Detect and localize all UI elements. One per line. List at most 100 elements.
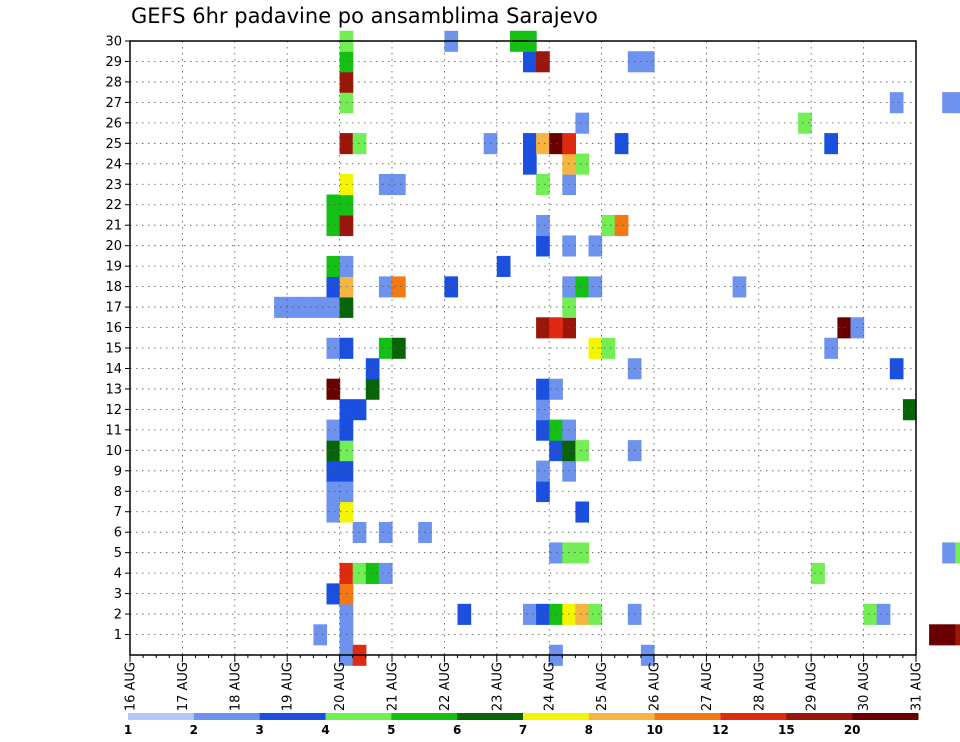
heatmap-cell — [313, 296, 328, 318]
y-tick-label: 13 — [105, 382, 122, 397]
heatmap-cell — [392, 174, 406, 196]
y-tick-label: 24 — [105, 157, 122, 172]
heatmap-cell — [575, 112, 590, 134]
heatmap-cell — [326, 337, 341, 359]
heatmap-cell — [378, 521, 393, 544]
heatmap-cell — [889, 92, 904, 114]
heatmap-cell — [457, 603, 472, 625]
heatmap-cell — [536, 419, 550, 441]
colorbar-swatch — [193, 713, 261, 720]
chart-title: GEFS 6hr padavine po ansamblima Sarajevo — [131, 4, 598, 28]
heatmap-cell — [536, 235, 550, 257]
x-tick-label: 26 AUG — [648, 662, 663, 711]
y-tick-label: 28 — [105, 75, 122, 90]
heatmap-cell — [902, 399, 917, 421]
x-tick-label: 18 AUG — [228, 662, 243, 711]
heatmap-cell — [588, 337, 603, 359]
colorbar-label: 12 — [712, 723, 729, 737]
heatmap-cell — [955, 542, 960, 564]
colorbar-swatch — [325, 713, 392, 720]
colorbar-label: 6 — [453, 723, 461, 737]
heatmap-cell — [536, 481, 550, 503]
colorbar-swatch — [654, 713, 721, 720]
heatmap-cell — [352, 133, 367, 155]
y-tick-label: 27 — [105, 96, 122, 111]
y-tick-label: 14 — [105, 362, 122, 377]
heatmap-cell — [352, 562, 367, 584]
y-tick-label: 30 — [105, 35, 122, 50]
heatmap-cell — [523, 133, 537, 155]
heatmap-cell — [536, 174, 550, 196]
heatmap-cell — [536, 399, 550, 421]
y-tick-label: 15 — [105, 342, 122, 357]
heatmap-cell — [326, 583, 341, 605]
x-tick-label: 25 AUG — [595, 662, 610, 711]
heatmap-cell — [326, 214, 341, 237]
heatmap-cell — [614, 133, 629, 155]
y-tick-label: 19 — [105, 260, 122, 275]
heatmap-cell — [588, 276, 603, 298]
y-tick-label: 12 — [105, 403, 122, 418]
heatmap-cell — [496, 255, 511, 277]
heatmap-cell — [929, 624, 943, 646]
x-tick-label: 19 AUG — [281, 662, 296, 711]
heatmap-cell — [365, 562, 380, 584]
colorbar-swatch — [259, 713, 326, 720]
y-tick-label: 16 — [105, 321, 122, 336]
y-tick-label: 2 — [114, 608, 122, 623]
heatmap-cell — [601, 214, 616, 237]
heatmap-cell — [575, 501, 590, 523]
y-tick-label: 26 — [105, 116, 122, 131]
heatmap-cell — [536, 214, 550, 237]
x-axis: 16 AUG 17 AUG 18 AUG 19 AUG 20 AUG 21 AUG 22 A… — [124, 655, 925, 711]
x-tick-label: 24 AUG — [543, 662, 558, 711]
x-tick-label: 23 AUG — [490, 662, 505, 711]
heatmap-cell — [392, 337, 406, 359]
heatmap-cell — [378, 337, 393, 359]
y-tick-label: 6 — [114, 526, 122, 541]
x-tick-label: 21 AUG — [386, 662, 401, 711]
heatmap-cell — [942, 624, 956, 646]
colorbar-swatch — [720, 713, 787, 720]
cells-layer — [274, 30, 960, 666]
colorbar-swatch — [523, 713, 590, 720]
heatmap-cell — [798, 112, 812, 134]
heatmap-cell — [536, 378, 550, 400]
heatmap-cell — [352, 521, 367, 544]
heatmap-cell — [326, 460, 341, 482]
y-tick-label: 1 — [114, 628, 122, 643]
heatmap-cell — [876, 603, 891, 625]
heatmap-cell — [326, 276, 341, 298]
heatmap-cell — [863, 603, 878, 625]
x-tick-label: 17 AUG — [176, 662, 191, 711]
colorbar: 1 2 3 4 5 6 7 8 10 12 15 20 — [124, 713, 919, 737]
colorbar-label: 10 — [646, 723, 663, 737]
heatmap-cell — [365, 378, 380, 400]
x-tick-label: 30 AUG — [857, 662, 872, 711]
x-tick-label: 22 AUG — [438, 662, 453, 711]
heatmap-cell — [588, 235, 603, 257]
colorbar-label: 3 — [255, 723, 263, 737]
heatmap-cell — [732, 276, 747, 298]
y-tick-label: 11 — [105, 423, 122, 438]
heatmap-cell — [536, 460, 550, 482]
heatmap-cell — [378, 174, 393, 196]
colorbar-label: 20 — [844, 723, 861, 737]
heatmap-cell — [811, 562, 825, 584]
heatmap-cell — [365, 358, 380, 380]
colorbar-swatch — [852, 713, 919, 720]
y-tick-label: 9 — [114, 464, 122, 479]
colorbar-swatch — [391, 713, 458, 720]
heatmap-cell — [889, 358, 904, 380]
colorbar-label: 7 — [519, 723, 527, 737]
heatmap-cell — [326, 501, 341, 523]
x-tick-label: 28 AUG — [752, 662, 767, 711]
colorbar-label: 2 — [190, 723, 198, 737]
heatmap-cell — [824, 133, 838, 155]
heatmap-cell — [392, 276, 406, 298]
heatmap-cell — [575, 542, 590, 564]
heatmap-cell — [326, 255, 341, 277]
heatmap-cell — [523, 153, 537, 175]
colorbar-label: 5 — [387, 723, 395, 737]
